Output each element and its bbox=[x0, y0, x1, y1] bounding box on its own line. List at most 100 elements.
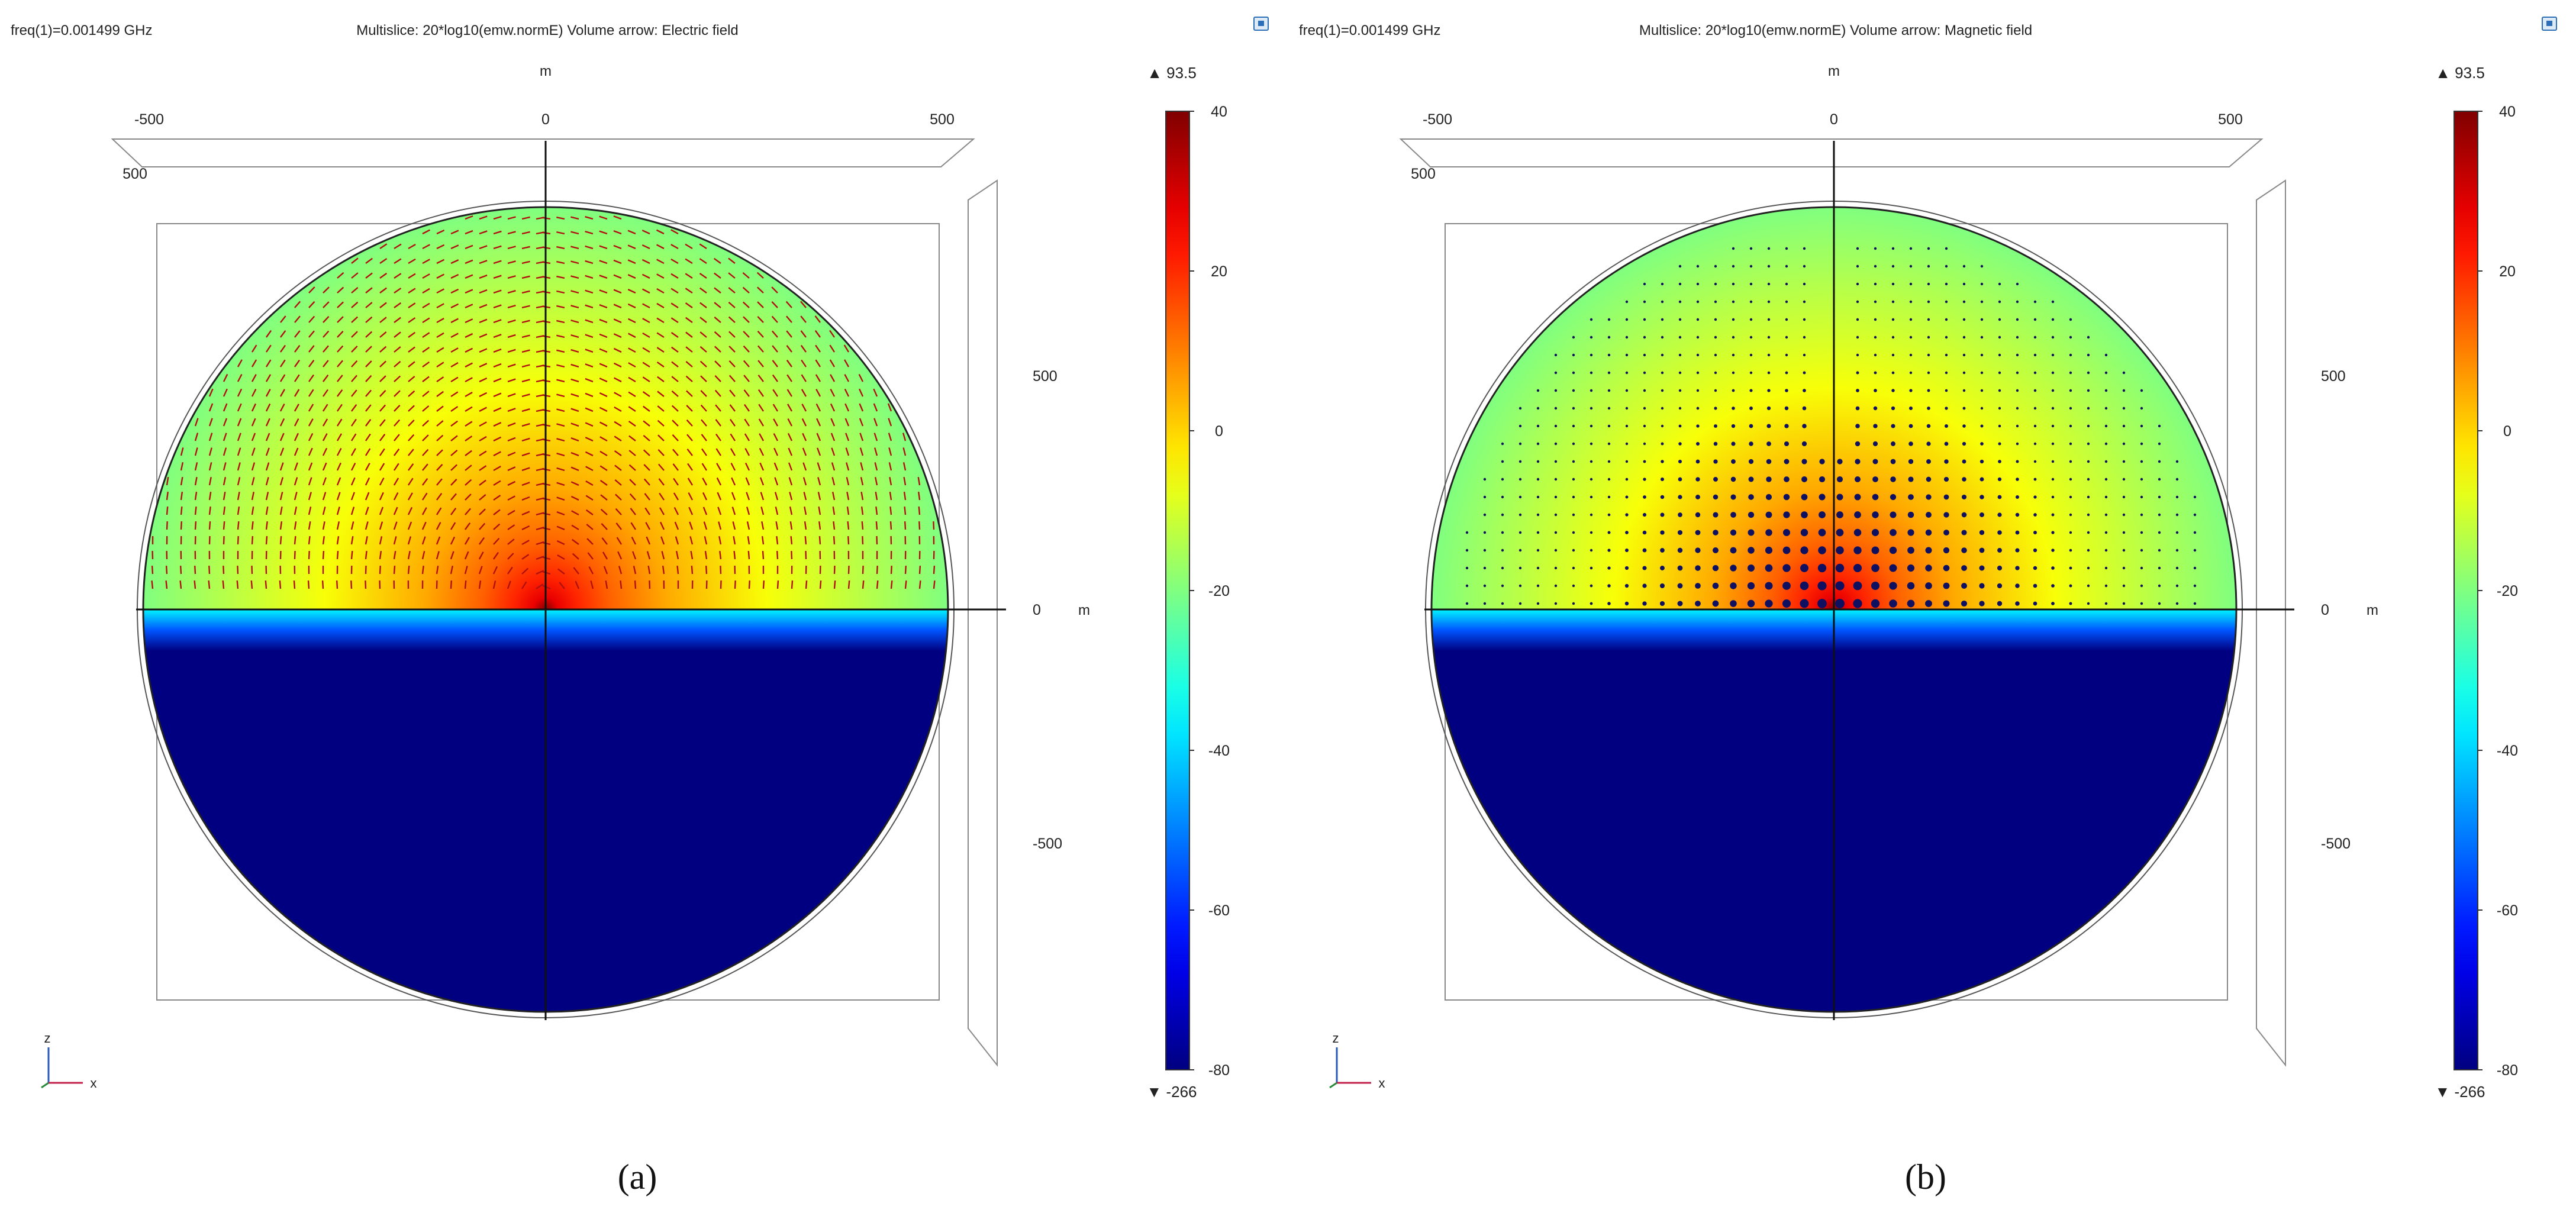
volume-arrows bbox=[151, 215, 936, 590]
field-arrow bbox=[628, 450, 636, 456]
field-arrow bbox=[875, 477, 878, 486]
field-arrow bbox=[671, 405, 679, 412]
field-dot bbox=[2069, 460, 2072, 463]
field-arrow bbox=[436, 565, 439, 575]
field-arrow bbox=[715, 419, 721, 427]
field-arrow bbox=[772, 360, 778, 367]
field-arrow bbox=[556, 496, 565, 501]
field-dot bbox=[1818, 528, 1826, 537]
field-dot bbox=[1501, 442, 1504, 446]
field-arrow bbox=[422, 434, 429, 441]
field-arrow bbox=[787, 418, 793, 427]
field-dot bbox=[1732, 371, 1735, 375]
field-dot bbox=[1714, 424, 1717, 428]
field-dot bbox=[1926, 494, 1932, 500]
field-dot bbox=[1732, 353, 1735, 357]
field-arrow bbox=[251, 403, 257, 412]
field-dot bbox=[1501, 531, 1504, 534]
field-arrow bbox=[450, 580, 453, 589]
side-axis-plane bbox=[2256, 179, 2286, 1067]
field-arrow bbox=[627, 303, 636, 309]
field-arrow bbox=[323, 375, 329, 382]
field-arrow bbox=[687, 478, 694, 486]
field-dot bbox=[1625, 353, 1629, 357]
field-arrow bbox=[614, 421, 622, 427]
field-arrow bbox=[656, 259, 665, 264]
field-dot bbox=[2175, 478, 2179, 481]
field-dot bbox=[1696, 318, 1700, 321]
field-arrow bbox=[421, 492, 428, 501]
field-dot bbox=[1554, 353, 1558, 357]
x-axis-unit: m bbox=[1828, 63, 1840, 79]
field-arrow bbox=[557, 568, 565, 575]
field-dot bbox=[1873, 424, 1878, 428]
field-arrow bbox=[436, 362, 444, 368]
field-arrow bbox=[223, 491, 226, 501]
field-arrow bbox=[351, 418, 357, 427]
field-arrow bbox=[644, 493, 650, 501]
field-dot bbox=[1572, 353, 1575, 357]
field-dot bbox=[1749, 282, 1753, 286]
field-dot bbox=[2069, 566, 2072, 570]
field-dot bbox=[1732, 389, 1735, 392]
field-arrow bbox=[208, 403, 214, 412]
field-dot bbox=[1713, 441, 1718, 446]
field-arrow bbox=[507, 216, 516, 220]
field-arrow bbox=[279, 389, 285, 397]
field-dot bbox=[2122, 584, 2126, 588]
field-arrow bbox=[223, 565, 225, 575]
field-arrow bbox=[659, 521, 665, 530]
plot-menu-icon[interactable] bbox=[1253, 17, 1269, 31]
field-dot bbox=[1871, 564, 1879, 572]
field-dot bbox=[2158, 478, 2161, 481]
field-dot bbox=[1943, 564, 1950, 572]
field-dot bbox=[2140, 478, 2143, 481]
field-dot bbox=[2051, 549, 2055, 552]
field-arrow bbox=[493, 378, 502, 383]
field-arrow bbox=[876, 536, 878, 545]
field-dot bbox=[2016, 460, 2019, 463]
field-arrow bbox=[479, 215, 488, 220]
field-dot bbox=[1854, 476, 1861, 483]
field-dot bbox=[1803, 353, 1806, 357]
field-arrow bbox=[888, 418, 892, 427]
field-arrow bbox=[628, 391, 636, 398]
field-arrow bbox=[742, 286, 750, 293]
field-arrow bbox=[815, 359, 821, 367]
field-dot bbox=[1695, 601, 1701, 607]
field-arrow bbox=[802, 433, 807, 441]
field-dot bbox=[1554, 442, 1558, 446]
field-arrow bbox=[450, 274, 459, 279]
field-arrow bbox=[379, 463, 385, 471]
field-arrow bbox=[350, 492, 356, 501]
field-arrow bbox=[888, 462, 892, 471]
field-arrow bbox=[613, 362, 622, 368]
field-dot bbox=[1714, 336, 1717, 339]
field-dot bbox=[2051, 300, 2055, 304]
field-arrow bbox=[394, 434, 400, 441]
field-arrow bbox=[294, 477, 298, 486]
field-dot bbox=[2104, 389, 2108, 392]
field-arrow bbox=[308, 462, 313, 471]
field-dot bbox=[1661, 371, 1664, 375]
field-arrow bbox=[507, 509, 515, 516]
plot-menu-icon[interactable] bbox=[2542, 17, 2557, 31]
field-arrow bbox=[379, 550, 382, 560]
field-dot bbox=[1961, 600, 1968, 607]
field-dot bbox=[1979, 512, 1984, 517]
field-dot bbox=[1856, 389, 1859, 392]
field-dot bbox=[1536, 460, 1540, 463]
field-dot bbox=[1607, 318, 1611, 321]
field-arrow bbox=[758, 404, 765, 412]
field-arrow bbox=[279, 359, 286, 367]
field-dot bbox=[2015, 548, 2020, 553]
field-arrow bbox=[507, 524, 515, 530]
field-arrow bbox=[365, 507, 369, 515]
field-dot bbox=[1572, 442, 1575, 446]
field-arrow bbox=[585, 466, 594, 472]
field-arrow bbox=[521, 305, 530, 309]
field-dot bbox=[1782, 528, 1791, 537]
field-dot bbox=[1767, 264, 1771, 268]
field-arrow bbox=[671, 361, 679, 367]
field-dot bbox=[1749, 318, 1753, 321]
